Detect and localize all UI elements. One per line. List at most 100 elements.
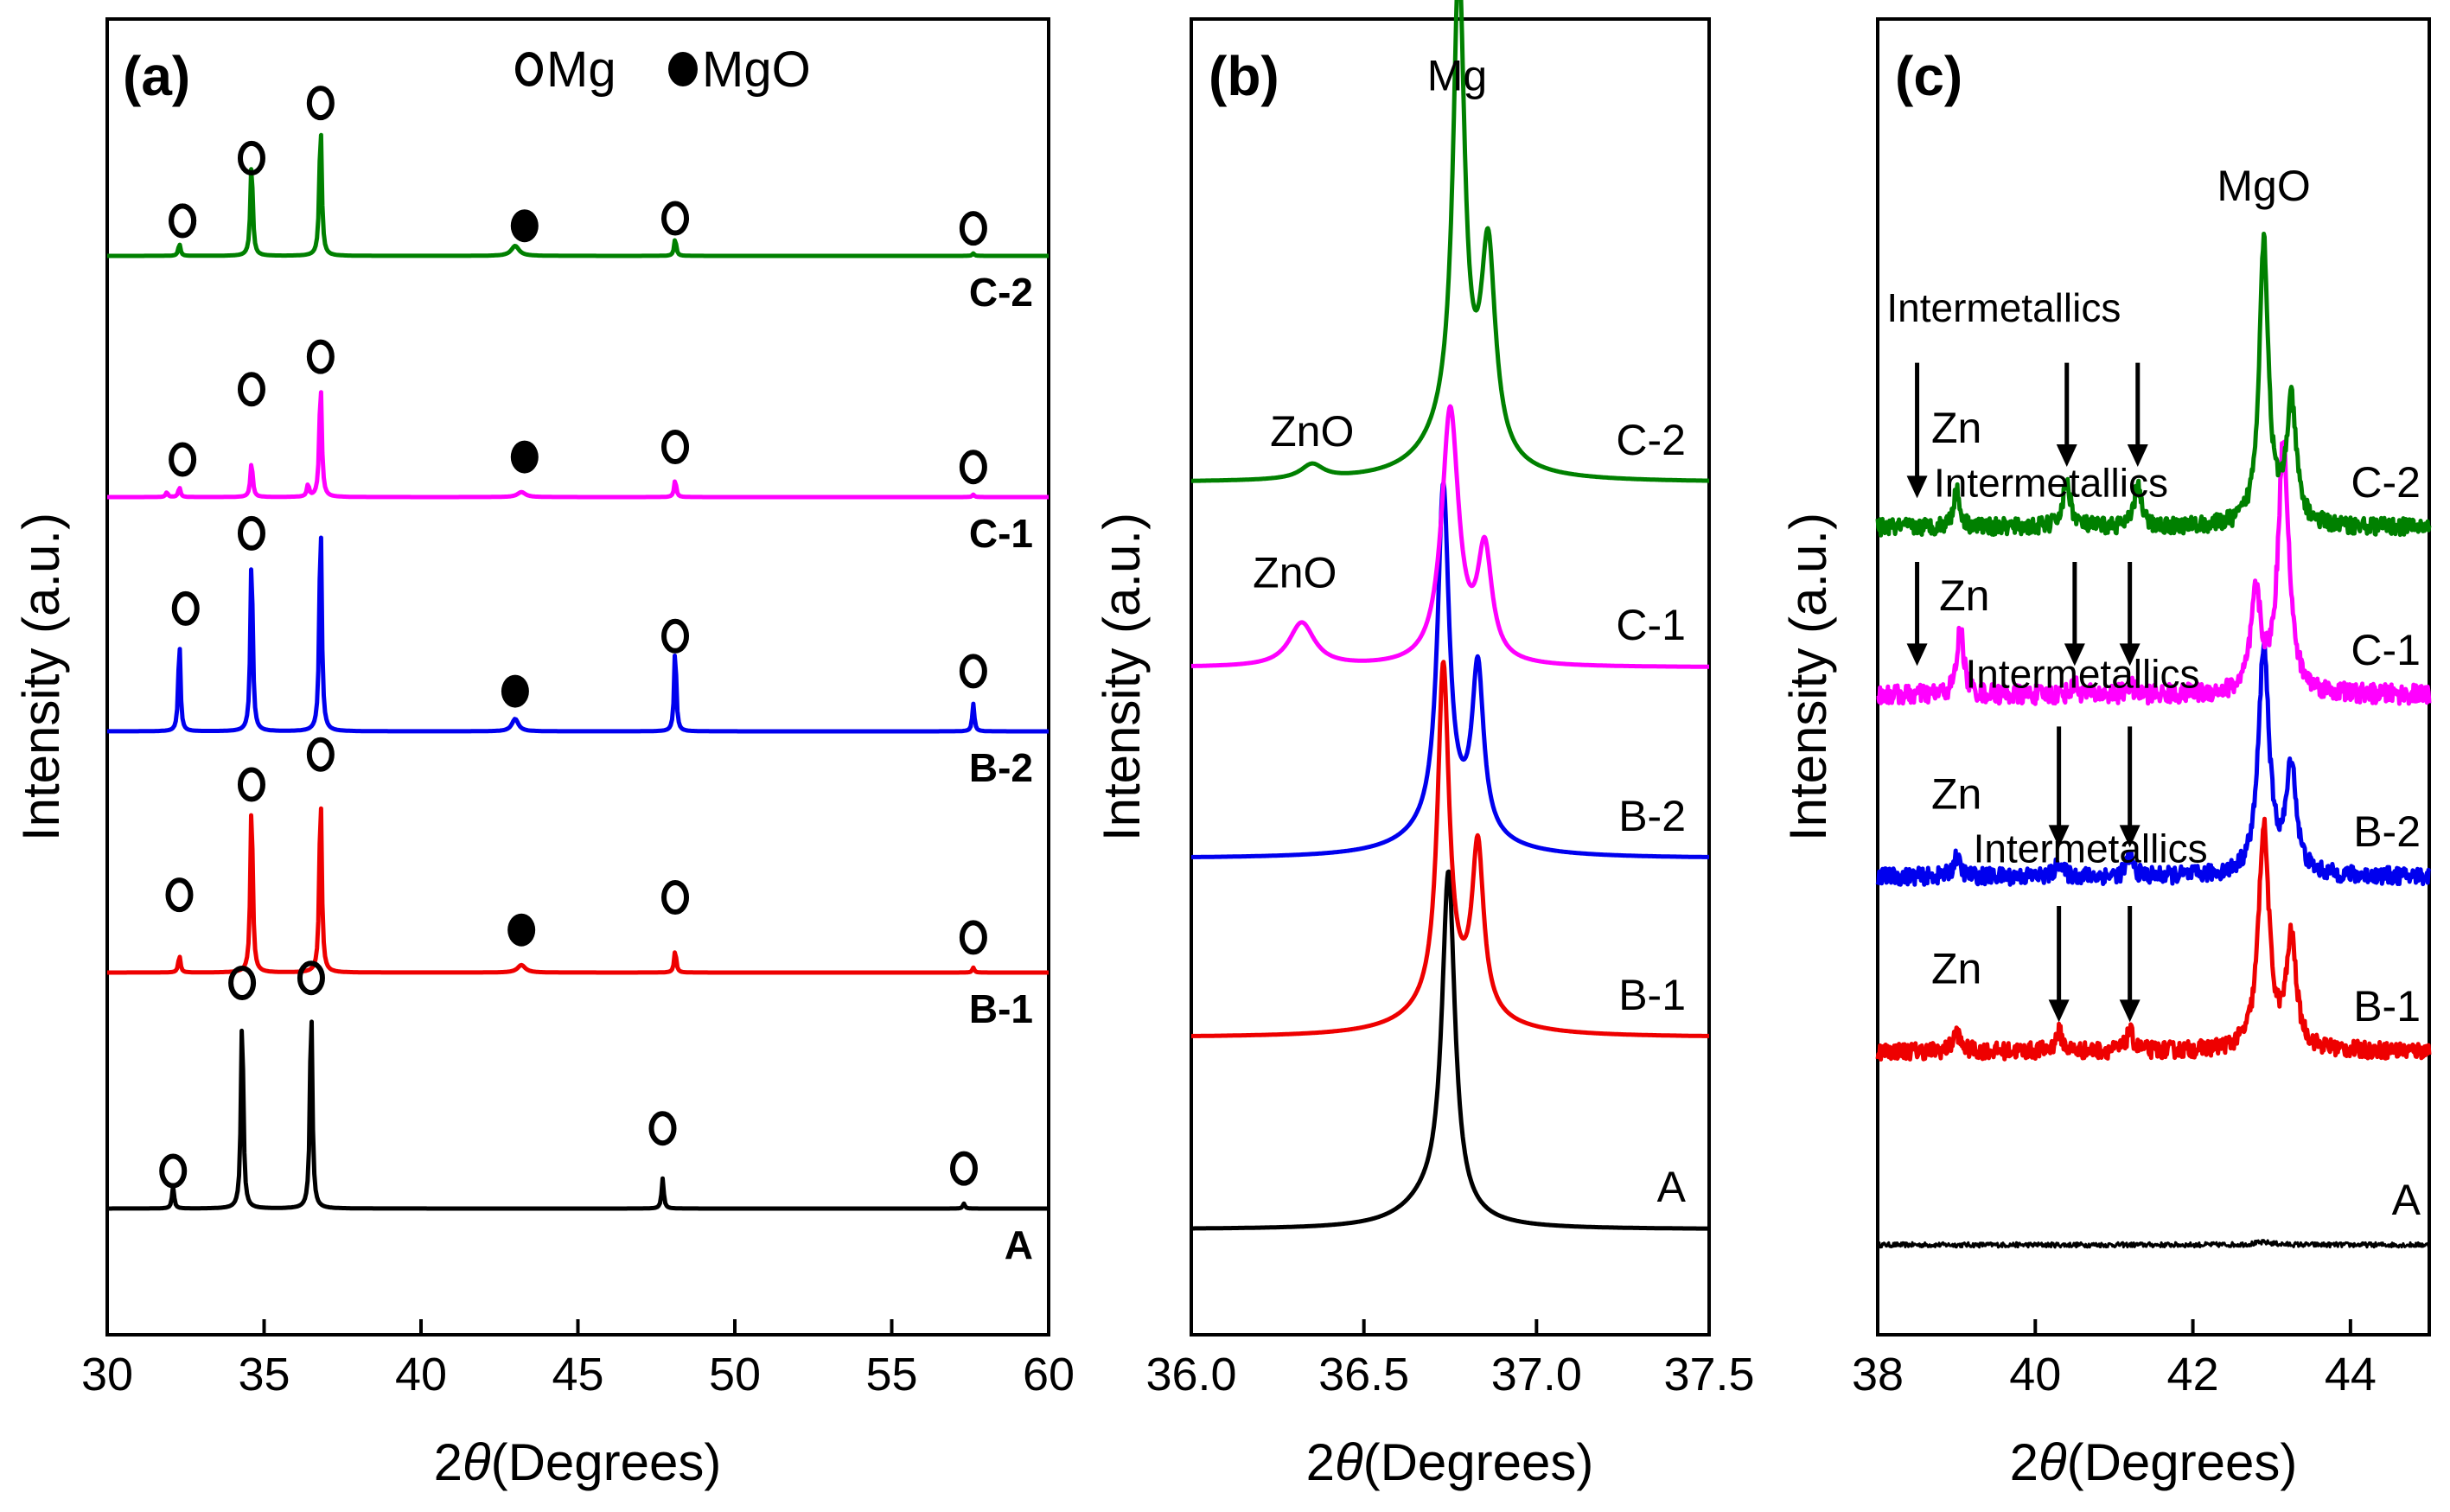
series-line-A (1190, 869, 1711, 1231)
series-label-A: A (1005, 1222, 1033, 1267)
panel-b-y-axis-label: Intensity (a.u.) (1093, 513, 1151, 841)
mgo-peak-marker-icon (510, 440, 539, 474)
annotation-zno: ZnO (1270, 407, 1354, 456)
x-label-suffix: (Degrees) (2067, 1433, 2298, 1491)
panel-a-markers (159, 86, 987, 1189)
legend-mg-open-circle-icon (515, 52, 543, 86)
series-label-C-1: C-1 (1616, 601, 1686, 649)
x-tick-label: 45 (552, 1349, 603, 1400)
annotation-intermetallics: Intermetallics (1934, 460, 2168, 505)
series-label-C-1: C-1 (969, 511, 1033, 556)
x-tick-label: 40 (2009, 1349, 2061, 1400)
mgo-peak-marker-icon (507, 913, 536, 947)
x-label-prefix: 2 (434, 1433, 463, 1491)
x-tick-label: 44 (2325, 1349, 2377, 1400)
x-label-prefix: 2 (1306, 1433, 1335, 1491)
x-tick-label: 37.5 (1663, 1349, 1754, 1400)
down-arrow-icon (2119, 825, 2141, 848)
panel-c-y-axis-label: Intensity (a.u.) (1779, 513, 1837, 841)
annotation-zn: Zn (1939, 571, 1989, 620)
mg-peak-marker-icon (237, 767, 265, 802)
series-line-B-2 (1190, 481, 1711, 859)
series-line-A (1876, 1239, 2431, 1249)
down-arrow-icon (2048, 999, 2070, 1023)
annotation-zn: Zn (1931, 945, 1981, 993)
annotation-intermetallics: Intermetallics (1886, 285, 2121, 330)
mg-peak-marker-icon (959, 654, 987, 689)
mgo-peak-marker-icon (501, 674, 529, 708)
down-arrow-icon (2056, 444, 2077, 467)
panel-c-annotations: MgO Intermetallics Zn Intermetallics Zn Inter… (1886, 162, 2311, 1023)
panel-b-x-axis-label: 2θ(Degrees) (1306, 1433, 1594, 1491)
series-label-A: A (2392, 1176, 2421, 1224)
mg-peak-marker-icon (959, 450, 987, 485)
x-tick-label: 50 (709, 1349, 761, 1400)
panel-b-frame (1190, 17, 1711, 1337)
series-label-B-2: B-2 (2353, 807, 2421, 856)
mg-peak-marker-icon (169, 442, 197, 477)
down-arrow-icon (1906, 475, 1928, 499)
annotation-intermetallics: Intermetallics (1965, 652, 2199, 697)
mg-peak-marker-icon (171, 590, 200, 626)
panel-a: AB-1B-2C-1C-2 30 35 40 45 50 55 60 (a) Mg MgO … (12, 17, 1075, 1491)
series-label-B-1: B-1 (1618, 971, 1686, 1019)
mg-peak-marker-icon (165, 877, 194, 913)
x-label-prefix: 2 (2010, 1433, 2038, 1491)
panel-c-x-ticks: 38 40 42 44 (1852, 1319, 2377, 1400)
x-tick-label: 37.0 (1491, 1349, 1582, 1400)
series-line-B-2 (106, 535, 1050, 734)
legend-mg-label: Mg (546, 41, 616, 98)
series-line-C-1 (1876, 439, 2432, 706)
series-label-B-2: B-2 (969, 745, 1033, 790)
x-tick-label: 38 (1852, 1349, 1904, 1400)
down-arrow-icon (2064, 643, 2085, 667)
panel-b-annotations: Mg ZnO ZnO (1253, 51, 1487, 597)
down-arrow-icon (2048, 825, 2070, 848)
panel-a-curves: A B-1 B-2 C-1 C-2 (106, 132, 1050, 1267)
mg-peak-marker-icon (228, 966, 257, 1000)
panel-b-x-ticks: 36.0 36.5 37.0 37.5 (1145, 1319, 1755, 1400)
mg-peak-marker-icon (297, 960, 325, 996)
down-arrow-icon (2119, 643, 2141, 667)
series-label-C-2: C-2 (1616, 416, 1686, 464)
x-tick-label: 42 (2167, 1349, 2219, 1400)
series-line-A (106, 1019, 1050, 1211)
mg-peak-marker-icon (661, 880, 690, 915)
series-line-C-1 (1190, 404, 1711, 669)
series-line-C-2 (1875, 232, 2432, 538)
x-tick-label: 36.5 (1318, 1349, 1409, 1400)
panel-c-title: (c) (1895, 45, 1962, 107)
panel-c-curves: A B-1 B-2 C-1 C-2 (1875, 232, 2432, 1249)
down-arrow-icon (2127, 444, 2148, 467)
x-label-suffix: (Degrees) (1363, 1433, 1594, 1491)
panel-b-curves: A B-1 B-2 C-1 C-2 (1190, 0, 1711, 1231)
panel-c-frame (1876, 17, 2431, 1337)
mg-peak-marker-icon (159, 1153, 188, 1189)
series-label-C-2: C-2 (969, 270, 1033, 315)
panel-c-x-axis-label: 2θ(Degrees) (2010, 1433, 2298, 1491)
series-label-C-1: C-1 (2351, 626, 2421, 674)
mg-peak-marker-icon (648, 1111, 677, 1146)
series-label-A: A (1657, 1163, 1687, 1211)
mg-peak-marker-icon (237, 515, 265, 551)
x-label-theta: θ (1335, 1433, 1363, 1491)
legend-mgo-filled-circle-icon (668, 52, 698, 86)
mg-peak-marker-icon (306, 339, 335, 374)
panel-a-legend: Mg MgO (515, 41, 811, 98)
series-label-B-1: B-1 (969, 986, 1033, 1031)
x-tick-label: 55 (865, 1349, 917, 1400)
x-label-theta: θ (2038, 1433, 2067, 1491)
mgo-peak-marker-icon (510, 209, 539, 243)
annotation-mgo: MgO (2217, 162, 2310, 210)
panel-b-title: (b) (1209, 45, 1279, 107)
mg-peak-marker-icon (959, 920, 987, 955)
series-line-C-2 (106, 132, 1050, 258)
x-tick-label: 36.0 (1145, 1349, 1236, 1400)
legend-mgo-label: MgO (702, 41, 811, 98)
series-line-C-1 (106, 390, 1050, 500)
mg-peak-marker-icon (661, 201, 690, 236)
panel-a-x-ticks: 30 35 40 45 50 55 60 (81, 1319, 1075, 1400)
x-tick-label: 35 (238, 1349, 290, 1400)
mg-peak-marker-icon (661, 618, 690, 654)
